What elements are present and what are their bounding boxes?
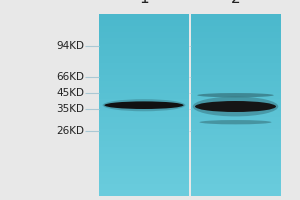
- Bar: [99, 135, 189, 141]
- Bar: [99, 105, 189, 111]
- Text: 1: 1: [139, 0, 149, 6]
- Text: 94KD: 94KD: [56, 41, 84, 51]
- Bar: [190, 38, 280, 44]
- Text: 26KD: 26KD: [56, 126, 84, 136]
- Bar: [190, 105, 280, 111]
- Bar: [99, 92, 189, 99]
- Bar: [99, 153, 189, 160]
- Bar: [99, 177, 189, 184]
- Ellipse shape: [104, 101, 184, 109]
- Bar: [99, 123, 189, 129]
- Bar: [99, 14, 189, 20]
- Bar: [99, 32, 189, 38]
- Bar: [99, 38, 189, 44]
- Bar: [190, 80, 280, 87]
- Bar: [190, 68, 280, 75]
- Bar: [99, 141, 189, 147]
- Bar: [99, 111, 189, 117]
- Bar: [190, 20, 280, 26]
- Bar: [99, 26, 189, 32]
- Bar: [190, 14, 280, 20]
- Text: 45KD: 45KD: [56, 88, 84, 98]
- Bar: [190, 56, 280, 63]
- Bar: [190, 32, 280, 38]
- Text: 66KD: 66KD: [56, 72, 84, 82]
- Ellipse shape: [200, 120, 272, 124]
- Bar: [99, 62, 189, 69]
- Bar: [190, 123, 280, 129]
- Bar: [190, 26, 280, 32]
- Bar: [99, 165, 189, 172]
- Bar: [99, 56, 189, 63]
- Ellipse shape: [193, 97, 278, 116]
- Bar: [190, 111, 280, 117]
- Bar: [190, 135, 280, 141]
- Bar: [99, 50, 189, 56]
- Bar: [99, 183, 189, 190]
- Bar: [99, 99, 189, 105]
- Bar: [190, 171, 280, 178]
- Bar: [190, 177, 280, 184]
- Text: 2: 2: [231, 0, 240, 6]
- Bar: [99, 147, 189, 154]
- Bar: [190, 153, 280, 160]
- Ellipse shape: [197, 93, 274, 97]
- Bar: [190, 86, 280, 93]
- Bar: [190, 117, 280, 123]
- Bar: [190, 147, 280, 154]
- Bar: [190, 165, 280, 172]
- Bar: [99, 86, 189, 93]
- Bar: [190, 129, 280, 135]
- Ellipse shape: [195, 101, 276, 112]
- Bar: [99, 68, 189, 75]
- Bar: [99, 129, 189, 135]
- Bar: [99, 159, 189, 166]
- Bar: [190, 141, 280, 147]
- Text: 35KD: 35KD: [56, 104, 84, 114]
- Bar: [99, 20, 189, 26]
- Bar: [190, 74, 280, 81]
- Bar: [190, 92, 280, 99]
- Bar: [190, 44, 280, 50]
- Bar: [99, 117, 189, 123]
- Bar: [99, 44, 189, 50]
- Ellipse shape: [103, 99, 185, 111]
- Bar: [190, 99, 280, 105]
- Bar: [190, 190, 280, 196]
- Bar: [190, 159, 280, 166]
- Bar: [99, 171, 189, 178]
- Bar: [190, 62, 280, 69]
- Bar: [190, 183, 280, 190]
- Bar: [99, 80, 189, 87]
- Bar: [190, 50, 280, 56]
- Bar: [99, 74, 189, 81]
- Bar: [99, 190, 189, 196]
